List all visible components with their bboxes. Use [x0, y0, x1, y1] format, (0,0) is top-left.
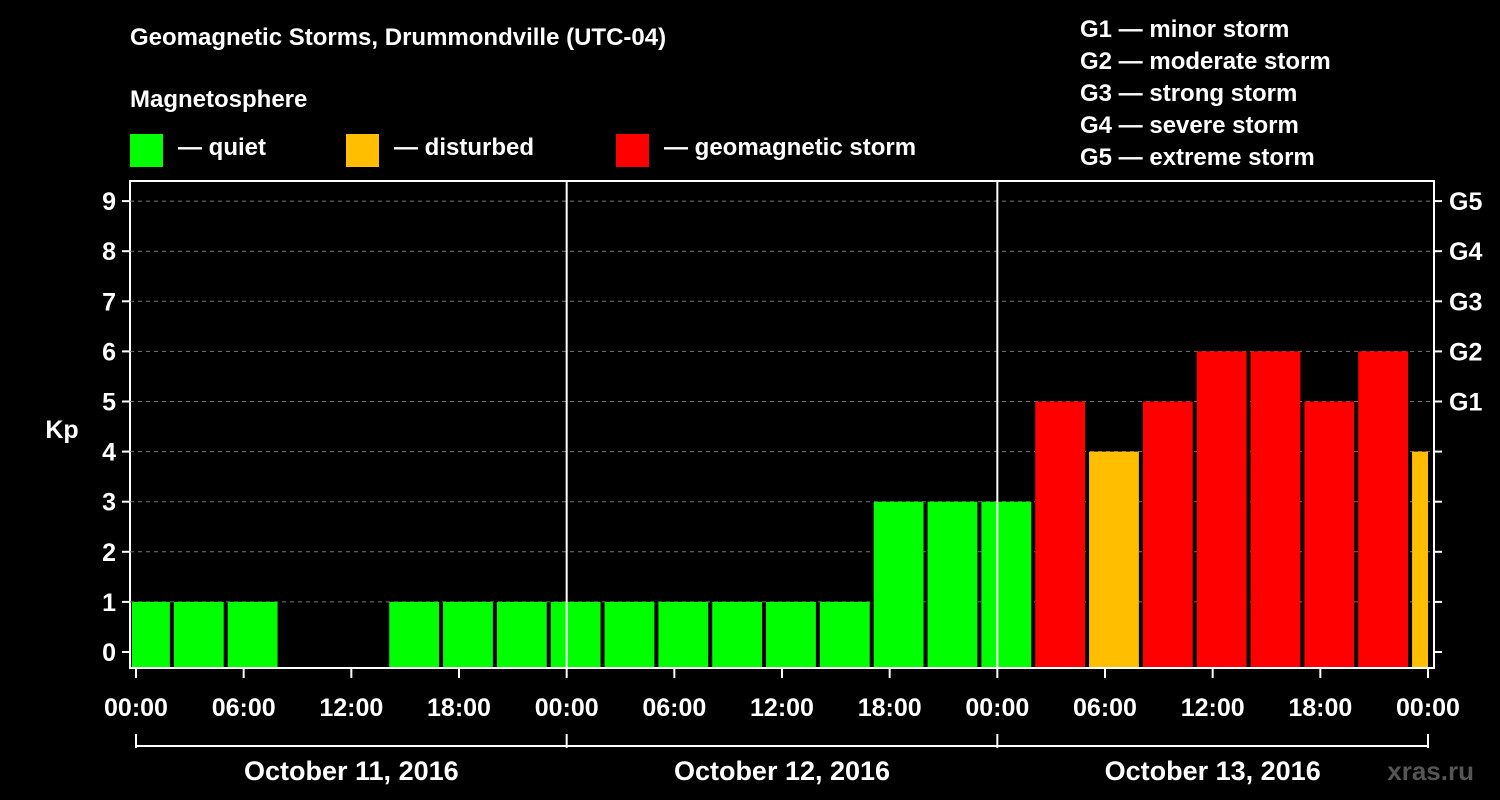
x-tick-label: 18:00	[858, 694, 922, 722]
g4-legend: G4 — severe storm	[1080, 112, 1299, 139]
x-tick-label: 18:00	[1288, 694, 1352, 722]
g-scale-label: G1	[1449, 389, 1482, 417]
disturbed-swatch	[346, 134, 379, 167]
g5-legend: G5 — extreme storm	[1080, 144, 1315, 171]
x-tick-label: 12:00	[1181, 694, 1245, 722]
y-axis-label: Kp	[45, 416, 78, 444]
kp-bar	[1304, 401, 1355, 667]
quiet-legend-label: — quiet	[178, 134, 266, 161]
kp-bar	[1142, 401, 1193, 667]
y-tick-label: 9	[102, 188, 116, 216]
kp-bar	[173, 601, 224, 667]
date-label: October 11, 2016	[244, 756, 459, 786]
kp-bar	[227, 601, 278, 667]
kp-bar	[927, 501, 978, 667]
y-tick-label: 6	[102, 338, 116, 366]
kp-bar	[712, 601, 763, 667]
g3-legend: G3 — strong storm	[1080, 80, 1298, 107]
x-tick-label: 12:00	[319, 694, 383, 722]
kp-bar	[550, 601, 601, 667]
y-tick-label: 5	[102, 389, 116, 417]
watermark: xras.ru	[1387, 756, 1474, 786]
kp-bar	[1358, 351, 1409, 667]
g2-legend: G2 — moderate storm	[1080, 48, 1331, 75]
x-tick-label: 00:00	[965, 694, 1029, 722]
x-tick-label: 00:00	[535, 694, 599, 722]
kp-bar	[981, 501, 1032, 667]
kp-bar	[1412, 451, 1428, 667]
g-scale-label: G5	[1449, 188, 1482, 216]
y-tick-label: 2	[102, 539, 116, 567]
kp-bar	[1250, 351, 1301, 667]
x-tick-label: 06:00	[212, 694, 276, 722]
kp-bar	[658, 601, 709, 667]
g-scale-label: G3	[1449, 288, 1482, 316]
x-tick-label: 00:00	[1396, 694, 1460, 722]
quiet-swatch	[130, 134, 163, 167]
kp-bar	[389, 601, 440, 667]
kp-bar	[1035, 401, 1086, 667]
g-scale-label: G2	[1449, 338, 1482, 366]
x-tick-label: 06:00	[642, 694, 706, 722]
storm-swatch	[616, 134, 649, 167]
x-tick-label: 06:00	[1073, 694, 1137, 722]
kp-bar	[132, 601, 170, 667]
kp-bar	[1089, 451, 1139, 667]
kp-bar	[604, 601, 655, 667]
chart-title: Geomagnetic Storms, Drummondville (UTC-0…	[130, 24, 667, 51]
x-tick-label: 00:00	[104, 694, 168, 722]
x-tick-label: 18:00	[427, 694, 491, 722]
storm-legend-label: — geomagnetic storm	[664, 134, 917, 161]
x-tick-label: 12:00	[750, 694, 814, 722]
g-scale-label: G4	[1449, 238, 1482, 266]
y-tick-label: 0	[102, 639, 116, 667]
g1-legend: G1 — minor storm	[1080, 16, 1290, 43]
date-label: October 13, 2016	[1105, 756, 1321, 786]
kp-bar	[1196, 351, 1247, 667]
kp-bar	[766, 601, 816, 667]
y-tick-label: 1	[102, 589, 116, 617]
y-tick-label: 4	[102, 439, 116, 467]
kp-bar	[496, 601, 547, 667]
kp-bar	[819, 601, 870, 667]
kp-bar	[873, 501, 924, 667]
y-tick-label: 8	[102, 238, 116, 266]
y-tick-label: 3	[102, 489, 116, 517]
magnetosphere-legend-title: Magnetosphere	[130, 86, 308, 113]
kp-bar	[443, 601, 493, 667]
y-tick-label: 7	[102, 288, 116, 316]
date-label: October 12, 2016	[674, 756, 890, 786]
disturbed-legend-label: — disturbed	[394, 134, 535, 161]
